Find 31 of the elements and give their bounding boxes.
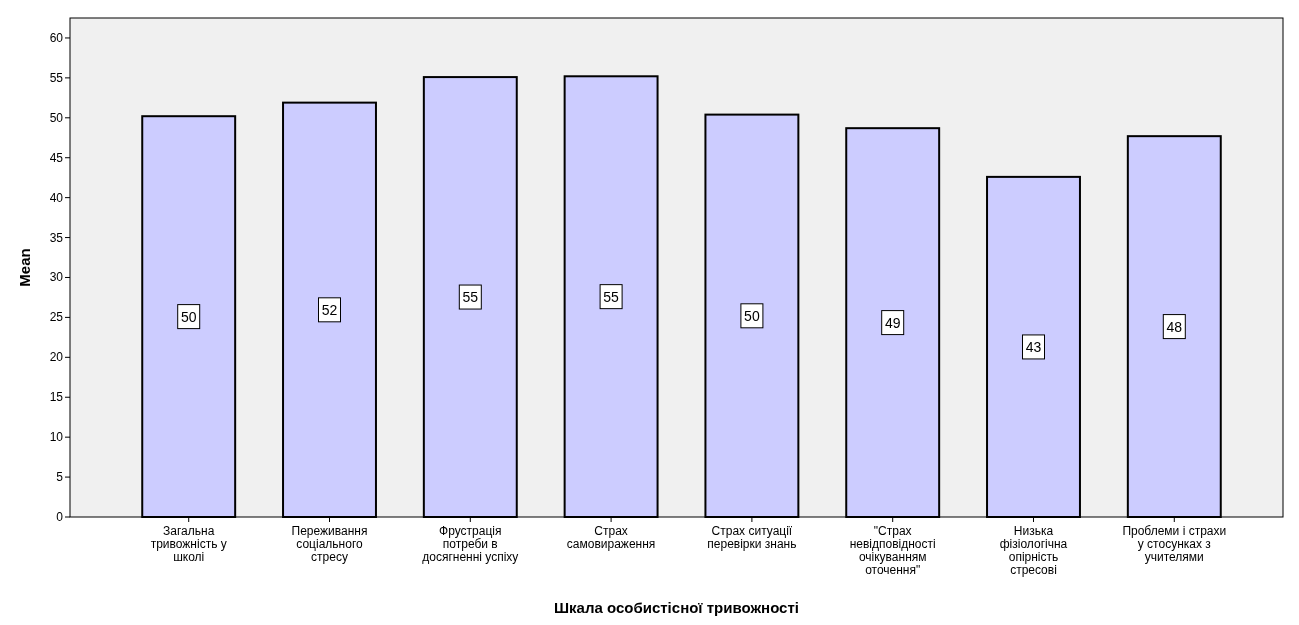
data-label: 55 xyxy=(603,288,620,305)
x-axis-title: Шкала особистісної тривожності xyxy=(554,599,799,616)
data-label: 43 xyxy=(1025,338,1042,355)
y-tick-label: 45 xyxy=(49,150,64,165)
y-tick-label: 5 xyxy=(56,470,64,485)
data-label: 48 xyxy=(1166,318,1183,335)
y-tick-label: 15 xyxy=(49,390,64,405)
x-tick-label: Страх самовираження xyxy=(566,524,656,551)
y-tick-label: 60 xyxy=(49,30,64,45)
y-tick-label: 55 xyxy=(49,70,64,85)
y-tick-label: 10 xyxy=(49,430,64,445)
x-tick-label: "Страх невідповідності очікуванням оточення" xyxy=(849,524,936,577)
y-tick-label: 0 xyxy=(56,510,64,524)
y-tick-label: 50 xyxy=(49,110,64,125)
x-tick-label: Фрустрація потреби в досягненні успіху xyxy=(422,524,519,564)
y-tick-label: 25 xyxy=(49,310,64,325)
x-tick-label: Переживання соціального стресу xyxy=(291,524,368,564)
y-tick-label: 35 xyxy=(49,230,64,245)
y-tick-label: 20 xyxy=(49,350,64,365)
data-label: 52 xyxy=(321,301,338,318)
data-label: 50 xyxy=(744,307,760,324)
y-axis-title: Mean xyxy=(16,248,33,287)
x-tick-label: Загальна тривожність у школі xyxy=(150,524,227,564)
data-label: 55 xyxy=(462,289,479,306)
y-tick-label: 30 xyxy=(49,270,64,285)
x-tick-label: Страх ситуації перевірки знань xyxy=(707,524,797,551)
x-tick-label: Проблеми і страхи у стосунках з учителями xyxy=(1122,524,1227,564)
x-tick-label: Низька фізіологічна опірність стресові xyxy=(999,524,1068,577)
data-label: 50 xyxy=(180,308,197,325)
data-label: 49 xyxy=(884,314,901,331)
y-tick-label: 40 xyxy=(49,190,64,205)
